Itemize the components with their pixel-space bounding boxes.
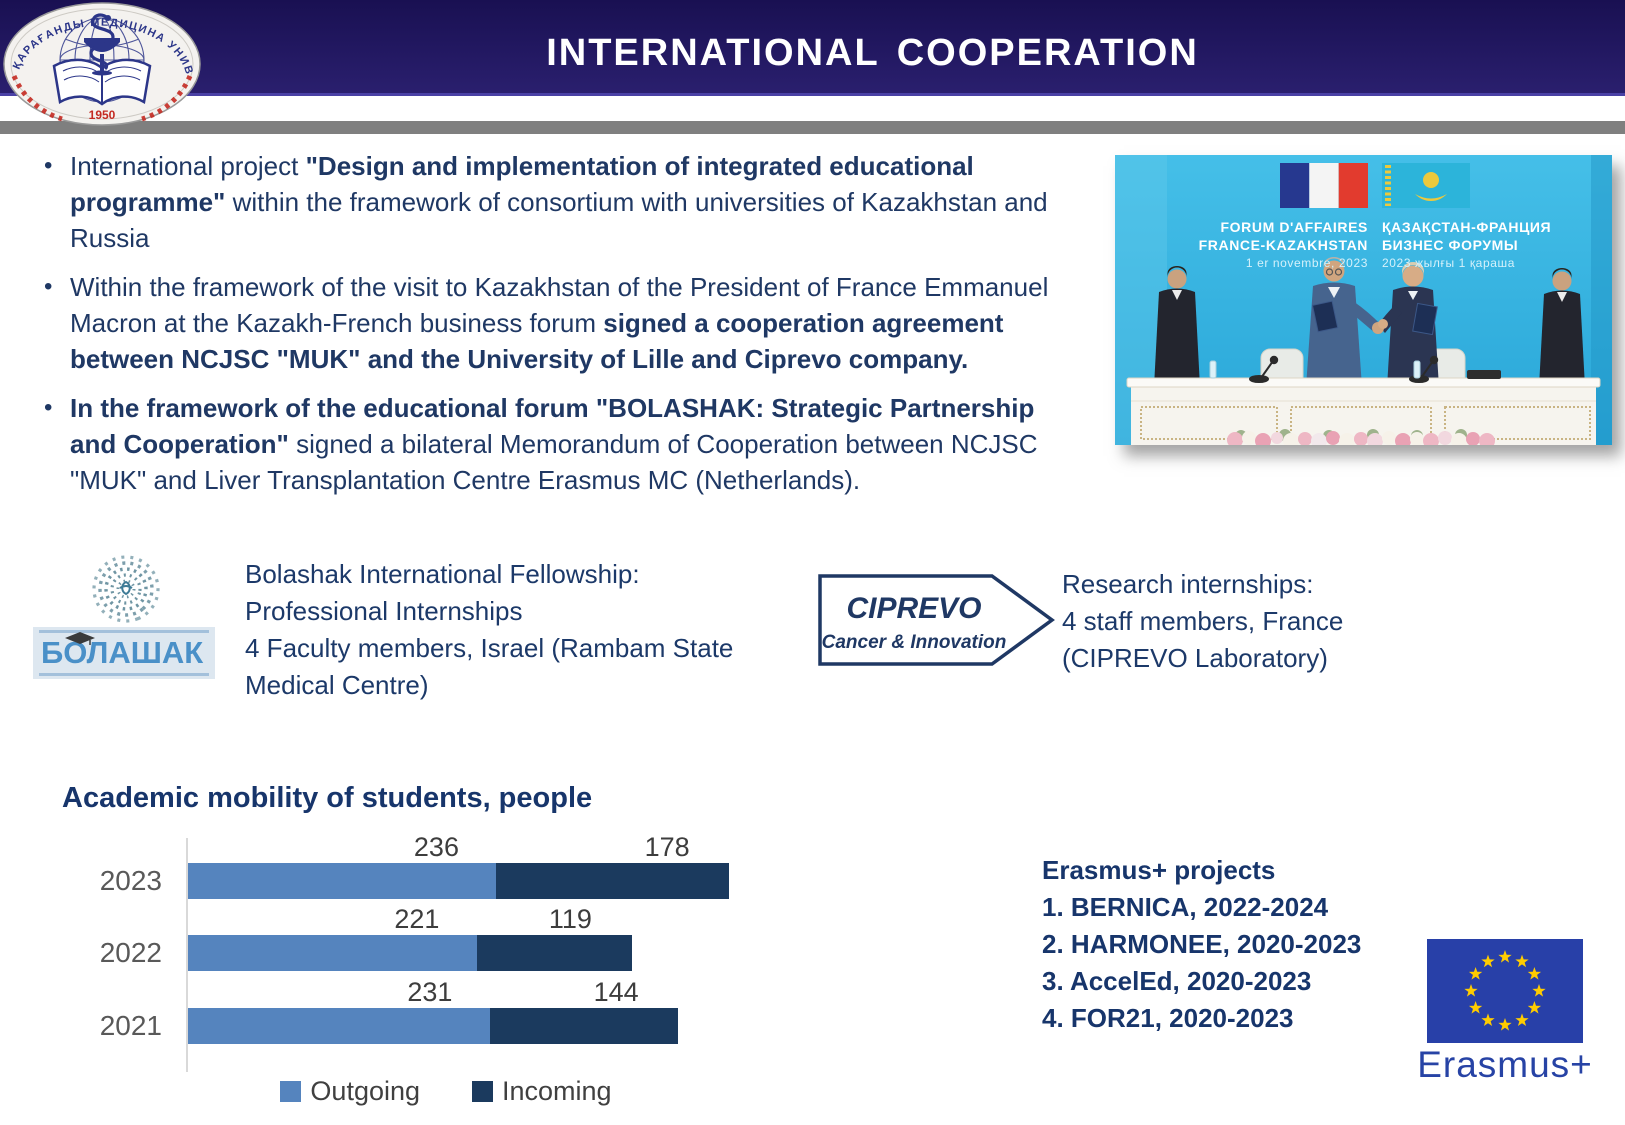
ciprevo-text-line: 4 staff members, France [1062,606,1344,636]
ciprevo-title: CIPREVO [846,592,981,625]
university-emblem-icon: ҚАРАҒАНДЫ МЕДИЦИНА УНИВЕРСИТЕТІ 1950 [0,0,201,126]
header-band: International cooperation [0,0,1625,96]
bar-value-label: 178 [644,832,690,862]
photo-caption-line: FORUM D'AFFAIRES [1220,219,1368,235]
legend-item-incoming: Incoming [472,1076,612,1107]
bar-segment-incoming [496,863,730,899]
photo-caption-right: ҚАЗАҚСТАН-ФРАНЦИЯ БИЗНЕС ФОРУМЫ 2023 жылғы… [1382,218,1602,272]
page-title: International cooperation [546,16,1199,77]
bullet-text: signed a bilateral Memorandum of Coopera… [70,429,1038,495]
photo-caption-left: FORUM D'AFFAIRES FRANCE-KAZAKHSTAN 1 er no… [1115,218,1368,272]
bolashak-caption-top [39,630,209,633]
bar-segment-outgoing [188,863,497,899]
bolashak-description: Bolashak International Fellowship: Profes… [245,556,745,704]
university-logo: ҚАРАҒАНДЫ МЕДИЦИНА УНИВЕРСИТЕТІ 1950 [0,0,202,130]
bullet-text: Within the framework of the visit to Kaz… [70,272,1049,338]
bolashak-text-line: Medical Centre) [245,670,429,700]
legend-item-outgoing: Outgoing [280,1076,420,1107]
bolashak-text-line: Bolashak International Fellowship: [245,559,640,589]
bolashak-text-line: Professional Internships [245,596,523,626]
signer-woman-figure [1378,262,1439,387]
bullet-text: International project [70,151,306,181]
header-divider-bar [0,121,1625,134]
erasmus-heading: Erasmus+ projects [1042,855,1276,885]
bullet-text-bold: In the framework of the educational foru… [70,393,1035,459]
bar-value-label: 221 [394,904,440,934]
bolashak-logo: БОЛАШАК [33,627,215,679]
chart-title: Academic mobility of students, people [62,782,593,814]
photo-caption-line: БИЗНЕС ФОРУМЫ [1382,237,1519,253]
erasmus-project-item: 3. AccelEd, 2020-2023 [1042,966,1312,996]
photo-caption-line: 1 er novembre, 2023 [1245,256,1368,270]
eu-flag-icon [1427,939,1583,1048]
flower-garland [1227,429,1495,445]
bullet-list: International project "Design and implem… [40,148,1085,511]
guard-left-figure [1154,266,1200,387]
ciprevo-text-line: (CIPREVO Laboratory) [1062,643,1328,673]
forum-photo-scene [1115,155,1612,445]
photo-caption-line: 2023 жылғы 1 қараша [1382,256,1515,270]
ciprevo-description: Research internships: 4 staff members, Fr… [1062,566,1392,677]
photo-caption-line: FRANCE-KAZAKHSTAN [1198,237,1368,253]
bar-value-label: 231 [407,977,453,1007]
kazakhstan-flag-icon [1382,163,1470,208]
snake-bowl-icon [84,13,120,76]
chart-year-label: 2021 [99,1010,162,1041]
signing-table [1126,355,1601,445]
bar-segment-outgoing [188,935,477,971]
legend-swatch-icon [280,1081,302,1102]
ciprevo-text-line: Research internships: [1062,569,1314,599]
erasmus-projects-list: Erasmus+ projects 1. BERNICA, 2022-2024 2… [1042,852,1402,1037]
bullet-text: within the framework of consortium with … [70,187,1048,253]
forum-photo: FORUM D'AFFAIRES FRANCE-KAZAKHSTAN 1 er no… [1115,155,1612,445]
chart-legend: Outgoing Incoming [236,1076,656,1107]
erasmus-project-item: 2. HARMONEE, 2020-2023 [1042,929,1362,959]
chart-year-label: 2022 [99,937,162,968]
graduation-cap-icon [65,632,95,645]
bar-value-label: 119 [548,904,592,934]
legend-swatch-icon [472,1081,494,1102]
bar-segment-incoming [476,935,633,971]
microphone-icon [1249,355,1439,383]
bullet-item: In the framework of the educational foru… [40,390,1085,498]
bolashak-spiral-icon [86,549,166,634]
bolashak-wordmark: БОЛАШАК [41,635,204,670]
ciprevo-subtitle: Cancer & Innovation [822,632,1007,653]
photo-caption-line: ҚАЗАҚСТАН-ФРАНЦИЯ [1382,219,1552,235]
erasmus-project-item: 4. FOR21, 2020-2023 [1042,1003,1294,1033]
chart-year-label: 2023 [99,865,162,896]
bullet-text-bold: "Design and implementation of integrated… [70,151,974,217]
erasmus-project-item: 1. BERNICA, 2022-2024 [1042,892,1329,922]
legend-label: Incoming [502,1076,612,1106]
erasmus-plus-wordmark: Erasmus+ [1417,1044,1593,1085]
guard-right-figure [1539,268,1585,387]
legend-label: Outgoing [310,1076,421,1106]
bar-segment-outgoing [188,1008,490,1044]
france-flag-icon [1280,163,1368,208]
bullet-item: International project "Design and implem… [40,148,1085,256]
bar-value-label: 236 [413,832,459,862]
bar-segment-incoming [489,1008,679,1044]
logo-year-text: 1950 [89,108,116,122]
ciprevo-logo: CIPREVO Cancer & Innovation [818,574,1058,671]
bolashak-caption-bottom [39,673,209,676]
bullet-item: Within the framework of the visit to Kaz… [40,269,1085,377]
ciprevo-arrow-shape [818,574,1055,666]
bullet-text-bold: signed a cooperation agreement between N… [70,308,1004,374]
chart-axis-line [186,838,188,1072]
bolashak-text-line: 4 Faculty members, Israel (Rambam State [245,633,734,663]
bar-value-label: 144 [593,977,639,1007]
